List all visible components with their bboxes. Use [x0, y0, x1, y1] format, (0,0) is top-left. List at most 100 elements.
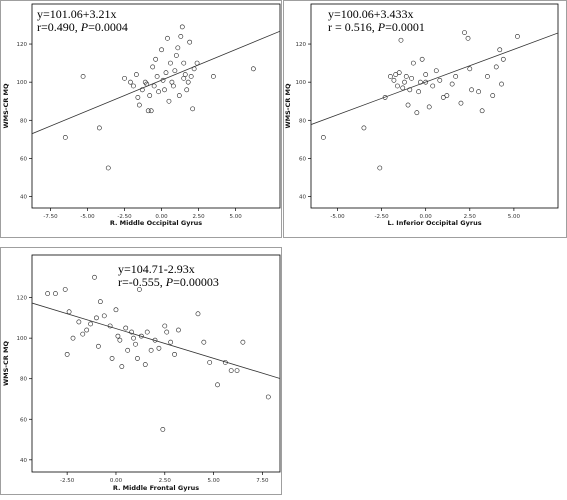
- data-point: [162, 87, 167, 93]
- data-point: [250, 66, 256, 72]
- data-point: [409, 75, 414, 81]
- data-point: [320, 135, 326, 140]
- data-point: [476, 89, 482, 95]
- data-point: [131, 83, 136, 89]
- data-point: [391, 77, 397, 83]
- y-tick-label: 80: [299, 118, 306, 124]
- y-tick-label: 40: [20, 458, 27, 464]
- data-point: [125, 347, 131, 353]
- data-point: [168, 339, 174, 345]
- y-tick-label: 60: [20, 156, 27, 162]
- x-tick-label: 0.00: [110, 478, 123, 484]
- data-point: [80, 74, 86, 79]
- data-point: [168, 60, 173, 66]
- data-point: [62, 287, 68, 292]
- plot-area: [31, 254, 281, 473]
- data-point: [398, 37, 404, 43]
- plot-area: [31, 3, 281, 209]
- regression-equation: y=101.06+3.21x: [37, 7, 117, 21]
- data-point: [469, 87, 474, 93]
- data-point: [414, 110, 420, 116]
- data-point: [119, 364, 125, 369]
- x-tick-label: 0.00: [155, 214, 168, 220]
- data-point: [240, 339, 246, 345]
- data-point: [172, 68, 178, 74]
- panel-frame: [0, 0, 282, 238]
- y-tick-label: 100: [296, 80, 307, 86]
- y-tick-label: 40: [299, 195, 306, 201]
- data-point: [122, 75, 127, 81]
- data-point: [129, 329, 134, 335]
- data-point: [444, 93, 450, 98]
- y-tick-label: 80: [20, 377, 27, 383]
- data-point: [152, 337, 158, 343]
- data-point: [393, 72, 399, 77]
- data-point: [499, 81, 504, 87]
- data-point: [184, 87, 190, 93]
- data-point: [133, 341, 138, 347]
- y-tick-label: 120: [17, 42, 28, 48]
- data-point: [128, 79, 133, 85]
- data-point: [148, 347, 154, 353]
- data-point: [405, 102, 411, 108]
- y-tick-label: 100: [17, 80, 28, 86]
- data-point: [210, 74, 216, 79]
- data-point: [107, 323, 113, 329]
- data-point: [188, 74, 194, 79]
- y-tick-label: 40: [20, 195, 27, 201]
- x-tick-label: 2.50: [464, 214, 477, 220]
- data-point: [423, 79, 429, 85]
- data-point: [433, 68, 439, 74]
- data-point: [493, 64, 499, 70]
- data-point: [187, 39, 193, 45]
- data-point: [136, 102, 142, 108]
- y-tick-label: 100: [17, 336, 28, 342]
- data-point: [163, 70, 169, 76]
- data-point: [402, 79, 407, 85]
- x-tick-label: 0.00: [420, 214, 433, 220]
- data-point: [426, 104, 432, 110]
- regression-line: [32, 302, 280, 379]
- data-point: [101, 313, 107, 319]
- data-point: [173, 53, 179, 58]
- x-tick-label: -5.00: [80, 214, 95, 220]
- regression-line: [32, 30, 280, 135]
- data-point: [387, 74, 393, 79]
- data-point: [66, 309, 72, 315]
- data-point: [201, 339, 207, 345]
- data-point: [176, 93, 182, 98]
- data-point: [164, 329, 170, 335]
- x-axis-label: R. Middle Occipital Gyrus: [110, 219, 202, 227]
- data-point: [185, 79, 191, 85]
- data-point: [497, 47, 503, 53]
- data-point: [95, 343, 101, 349]
- data-point: [62, 135, 68, 140]
- correlation-stats: r = 0.516, P=0.0001: [328, 20, 425, 34]
- data-point: [138, 333, 144, 339]
- x-tick-label: -7.50: [43, 214, 58, 220]
- data-point: [400, 85, 406, 91]
- data-point: [135, 95, 141, 100]
- data-point: [458, 100, 464, 106]
- data-point: [170, 83, 176, 89]
- data-point: [160, 77, 166, 83]
- data-point: [195, 311, 201, 317]
- data-point: [97, 299, 103, 305]
- data-point: [215, 382, 220, 388]
- data-point: [166, 98, 172, 104]
- y-tick-label: 60: [299, 156, 306, 162]
- data-point: [148, 108, 154, 114]
- data-point: [430, 83, 436, 89]
- data-point: [131, 335, 136, 341]
- data-point: [207, 360, 213, 365]
- data-point: [361, 125, 367, 131]
- data-point: [64, 351, 70, 357]
- y-tick-label: 80: [20, 118, 27, 124]
- x-tick-label: 7.50: [256, 478, 269, 484]
- data-point: [45, 291, 51, 296]
- data-point: [156, 89, 161, 95]
- x-tick-label: -2.50: [60, 478, 75, 484]
- x-tick-label: 5.00: [207, 478, 220, 484]
- data-point: [160, 427, 166, 432]
